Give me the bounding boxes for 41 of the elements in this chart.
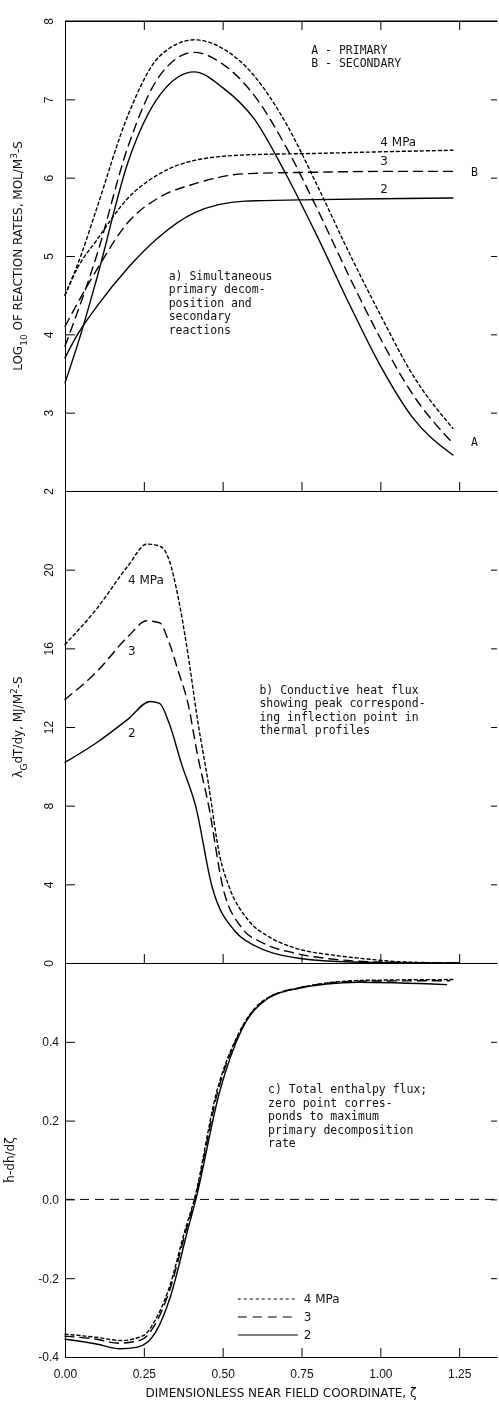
annotation: a) Simultaneous primary decom- position and secondary reactions	[168, 268, 273, 337]
x-axis-title: DIMENSIONLESS NEAR FIELD COORDINATE, ζ	[145, 1386, 417, 1400]
y-tick-label: 0.0	[42, 1192, 60, 1207]
annotation: A - PRIMARY B - SECONDARY	[311, 42, 402, 71]
y-tick-label: 12	[42, 720, 56, 735]
annotation: b) Conductive heat flux showing peak correspond- ing inflection point in thermal profiles	[259, 682, 426, 738]
y-tick-label: 16	[42, 641, 56, 656]
legend-label: 4 MPa	[303, 1292, 340, 1306]
series-label: 4 MPa	[128, 572, 164, 587]
series-label: 2	[380, 181, 388, 196]
y-tick-label: 2	[42, 487, 56, 495]
y-tick-label: -0.2	[38, 1271, 60, 1286]
y-tick-label: 7	[42, 96, 56, 104]
y-axis-title: h̃-dh̃/dζ	[2, 1137, 17, 1184]
annotation: c) Total enthalpy flux; zero point corres- ponds to maximum primary decomposition rate	[268, 1082, 428, 1151]
x-tick-label: 1.25	[447, 1366, 472, 1381]
x-tick-label: 0.25	[132, 1366, 157, 1381]
series-label: 3	[128, 643, 136, 658]
y-tick-label: 4	[42, 331, 56, 339]
x-tick-label: 0.50	[211, 1366, 236, 1381]
y-tick-label: 8	[42, 802, 56, 810]
y-tick-label: 3	[42, 409, 56, 417]
y-tick-label: 0.4	[42, 1035, 60, 1050]
y-tick-label: 8	[42, 17, 56, 25]
y-tick-label: 0.2	[42, 1113, 60, 1128]
y-tick-label: 20	[42, 563, 56, 577]
y-tick-label: 5	[42, 252, 56, 260]
x-tick-label: 1.00	[369, 1366, 393, 1381]
y-tick-label: 0	[42, 959, 56, 967]
y-tick-label: -0.4	[38, 1350, 60, 1365]
series-label: 4 MPa	[380, 134, 417, 149]
series-label: 2	[128, 726, 136, 741]
annotation: B	[471, 165, 479, 180]
y-tick-label: 4	[42, 881, 56, 889]
series-label: 3	[380, 154, 388, 169]
x-tick-label: 0.75	[290, 1366, 314, 1381]
annotation: A	[471, 435, 479, 450]
legend-label: 3	[303, 1310, 312, 1324]
x-tick-label: 0.00	[53, 1366, 78, 1381]
legend-label: 2	[303, 1328, 312, 1342]
y-tick-label: 6	[42, 174, 56, 182]
